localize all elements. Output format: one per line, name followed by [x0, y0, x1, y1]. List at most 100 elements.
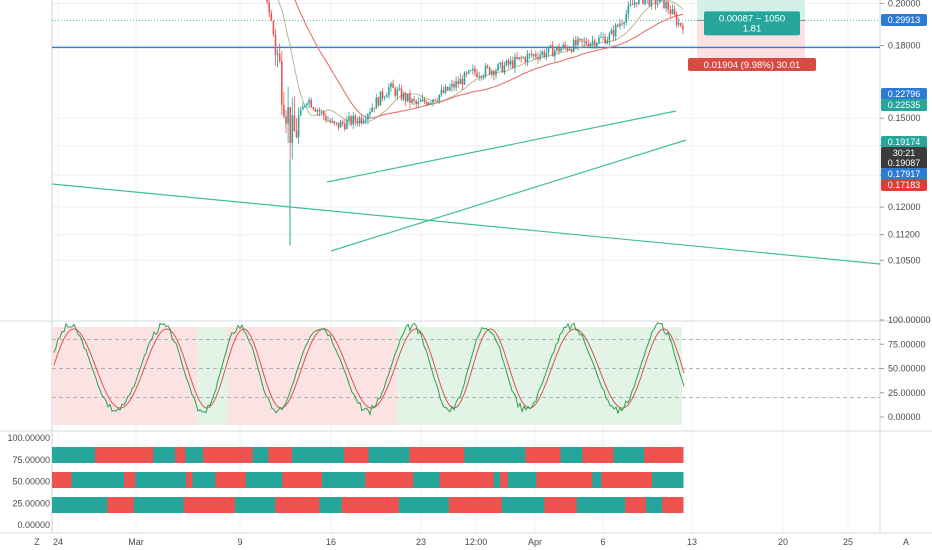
candle-body — [331, 121, 333, 123]
wedge-lower-line[interactable] — [330, 139, 687, 252]
candle-body — [467, 70, 470, 74]
candle-body — [621, 23, 623, 25]
bear-zone — [52, 327, 197, 425]
candle-body — [312, 107, 315, 109]
candle-body — [499, 62, 501, 65]
candle-body — [289, 107, 291, 144]
candle-body — [593, 40, 596, 47]
candle-body — [344, 123, 346, 129]
candle-body — [457, 81, 459, 85]
candle-body — [362, 120, 365, 124]
indicator-bar-segment — [645, 497, 663, 513]
price-tag-text: 0.17917 — [888, 169, 921, 179]
time-tick-label: 12:00 — [465, 537, 488, 547]
candle-body — [409, 94, 411, 103]
candle-body — [579, 38, 581, 40]
candle-body — [323, 111, 325, 117]
indicator-bar-segment — [52, 472, 72, 488]
candle-body — [537, 57, 539, 59]
candle-body — [428, 102, 430, 105]
price-axis[interactable]: 0.320000.300000.280000.260000.240000.220… — [880, 0, 921, 265]
price-tag-current — [881, 157, 927, 169]
candle-body — [677, 22, 680, 25]
candle-body — [295, 131, 298, 138]
candle-body — [474, 68, 476, 73]
candle-body — [488, 67, 491, 75]
price-tag-target — [881, 99, 927, 111]
candle-body — [526, 54, 529, 62]
entry-label-box[interactable] — [704, 11, 800, 36]
candle-body — [383, 97, 386, 99]
horizontal-levels[interactable] — [52, 0, 880, 49]
stop-label-box[interactable] — [688, 58, 816, 72]
price-tick-label: 0.18000 — [888, 41, 921, 51]
candle-body — [486, 65, 489, 68]
candle-body — [562, 44, 564, 49]
indicator-bar-segment — [268, 447, 293, 463]
auto-scale-button[interactable]: A — [903, 537, 909, 547]
indicator-bar-segment — [501, 497, 545, 513]
candle-body — [337, 122, 340, 128]
candle-body — [302, 106, 304, 110]
indicator-bar-segment — [291, 447, 345, 463]
price-tag-text: 0.22796 — [888, 89, 921, 99]
stochastic-zones — [52, 327, 880, 425]
time-tick-label: Mar — [128, 537, 144, 547]
trend-lines[interactable] — [51, 110, 881, 265]
candle-body — [568, 49, 571, 51]
candle-body — [572, 39, 575, 52]
candle-body — [459, 78, 462, 85]
candle-body — [512, 60, 514, 68]
time-axis[interactable]: 24 Mar 9 16 23 12:00 Apr 6 13 20 25 — [53, 537, 853, 547]
indicator-bar-segment — [413, 472, 441, 488]
indicator-bar-segment — [319, 497, 343, 513]
indicator-bar-segment — [94, 447, 154, 463]
candle-body — [425, 101, 428, 105]
candle-body — [589, 43, 592, 47]
candle-body — [516, 56, 518, 59]
candle-body — [648, 0, 651, 6]
candle-body — [623, 22, 625, 25]
indicator-bar-segment — [153, 447, 176, 463]
candle-body — [314, 108, 317, 112]
price-tick-label: 0.12000 — [888, 202, 921, 212]
candle-body — [495, 70, 497, 76]
candle-body — [671, 9, 674, 14]
indicator-bar-segment — [71, 472, 125, 488]
candle-body — [614, 24, 617, 37]
candle-body — [402, 93, 405, 100]
candle-body — [520, 57, 522, 59]
price-tag-hline — [881, 88, 927, 100]
candle-body — [625, 14, 627, 23]
indicator-bar-segment — [183, 497, 236, 513]
candle-body — [434, 99, 436, 101]
position-labels[interactable]: 0.03448 (18.06%) 86.20.00087 ~ 10501.810… — [688, 0, 816, 72]
candle-body — [358, 117, 361, 124]
candle-body — [419, 101, 422, 103]
wedge-upper-line[interactable] — [326, 110, 677, 183]
candle-body — [285, 116, 287, 124]
price-tag-entry — [881, 136, 927, 148]
candle-body — [444, 86, 447, 93]
long-trend-line[interactable] — [51, 183, 881, 265]
candle-body — [272, 21, 275, 35]
candle-body — [299, 109, 302, 116]
zoom-button[interactable]: Z — [34, 537, 40, 547]
candle-body — [369, 111, 371, 115]
candle-body — [539, 54, 541, 59]
candle-body — [642, 0, 644, 4]
indicator-bar-segment — [582, 447, 615, 463]
candle-body — [415, 100, 417, 105]
candle-body — [308, 99, 310, 104]
candle-body — [440, 89, 443, 95]
stoch-tick-label: 25.00000 — [888, 388, 926, 398]
candle-body — [278, 53, 281, 62]
price-tick-label: 0.15000 — [888, 113, 921, 123]
indicator-bar-segment — [544, 497, 578, 513]
candle-body — [575, 39, 577, 46]
candle-body — [549, 45, 552, 47]
candle-body — [606, 40, 609, 44]
stochastic-oscillator — [53, 322, 685, 417]
